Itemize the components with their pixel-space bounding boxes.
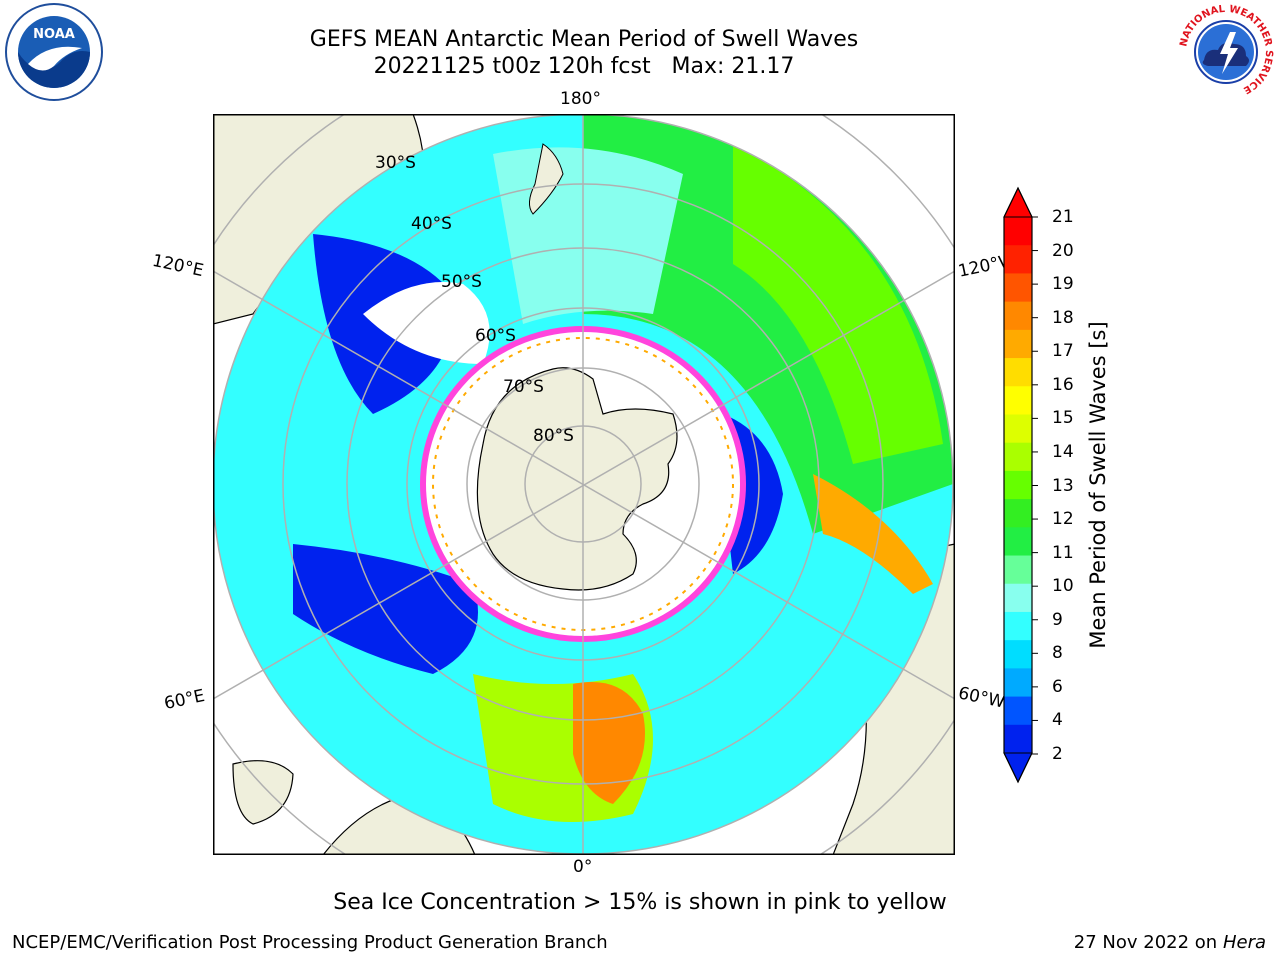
new-zealand-land — [529, 143, 564, 215]
colorbar-swatch — [1004, 386, 1032, 415]
colorbar-swatch — [1004, 668, 1032, 698]
chart-subtitle: 20221125 t00z 120h fcst Max: 21.17 — [373, 54, 795, 79]
lon-label-60e: 60°E — [162, 685, 207, 715]
colorbar-max-arrow — [1003, 186, 1033, 218]
lon-label-0: 0° — [573, 857, 593, 877]
ice-mask-west — [363, 282, 490, 364]
nws-logo: NATIONAL WEATHER SERVICE — [1178, 4, 1274, 100]
lat-label-60s: 60°S — [475, 326, 516, 346]
colorbar-swatch — [1004, 329, 1032, 359]
colorbar-swatch — [1004, 414, 1032, 444]
graticule — [213, 114, 955, 855]
colorbar-tick-label: 9 — [1052, 609, 1063, 630]
swell-zone-mint — [493, 147, 683, 324]
colorbar-swatch — [1004, 245, 1032, 274]
colorbar-tick-label: 17 — [1052, 341, 1074, 362]
colorbar — [1003, 186, 1038, 784]
colorbar-swatch — [1004, 217, 1032, 246]
chart-title: GEFS MEAN Antarctic Mean Period of Swell… — [309, 27, 859, 52]
colorbar-tick-label: 11 — [1052, 542, 1074, 563]
colorbar-tick-label: 10 — [1052, 576, 1074, 597]
colorbar-swatch — [1004, 640, 1032, 669]
lat-label-30s: 30°S — [375, 153, 416, 173]
colorbar-tick-label: 2 — [1052, 744, 1063, 764]
colorbar-title: Mean Period of Swell Waves [s] — [1086, 321, 1110, 649]
colorbar-tick-label: 6 — [1052, 676, 1063, 697]
colorbar-swatch — [1004, 358, 1032, 387]
noaa-logo: NOAA — [5, 3, 103, 101]
noaa-logo-text: NOAA — [33, 27, 75, 42]
antarctica-land — [476, 367, 678, 591]
lon-label-60w: 60°W — [956, 683, 1007, 713]
swell-zone-blue-south — [293, 544, 478, 674]
lat-label-70s: 70°S — [503, 377, 544, 397]
lat-label-50s: 50°S — [441, 272, 482, 292]
colorbar-swatch — [1004, 273, 1032, 303]
colorbar-swatch — [1004, 555, 1032, 585]
lat-label-40s: 40°S — [411, 214, 452, 234]
colorbar-swatch — [1004, 611, 1032, 641]
colorbar-swatch — [1004, 470, 1032, 500]
map-border — [213, 114, 955, 855]
colorbar-tick-label: 19 — [1052, 274, 1074, 295]
credit-branch: NCEP/EMC/Verification Post Processing Pr… — [12, 932, 608, 953]
lon-label-120e: 120°E — [150, 250, 206, 282]
colorbar-tick-label: 16 — [1052, 374, 1074, 395]
colorbar-tick-label: 14 — [1052, 441, 1074, 462]
colorbar-tick-label: 8 — [1052, 643, 1063, 664]
credit-date-text: 27 Nov 2022 on — [1073, 932, 1218, 953]
lon-label-180: 180° — [560, 89, 601, 109]
colorbar-swatch — [1004, 696, 1032, 726]
colorbar-swatch — [1004, 301, 1032, 331]
colorbar-tick-label: 20 — [1052, 240, 1074, 261]
colorbar-min-arrow — [1003, 752, 1033, 784]
colorbar-tick-label: 12 — [1052, 509, 1074, 530]
colorbar-swatch — [1004, 442, 1032, 472]
colorbar-tick-label: 18 — [1052, 307, 1074, 328]
swell-zone-orange — [573, 682, 645, 804]
credit-date: 27 Nov 2022 on Hera — [1074, 932, 1266, 953]
madagascar-land — [232, 760, 294, 825]
swell-zone-amber — [813, 474, 933, 594]
colorbar-swatch — [1004, 527, 1032, 557]
polar-map: 30°S 40°S 50°S 60°S 70°S 80°S — [213, 114, 955, 855]
colorbar-tick-label: 15 — [1052, 408, 1074, 429]
lat-label-80s: 80°S — [533, 426, 574, 446]
credit-machine: Hera — [1222, 932, 1266, 953]
sea-ice-note: Sea Ice Concentration > 15% is shown in … — [333, 890, 947, 915]
colorbar-swatch — [1004, 724, 1032, 754]
colorbar-tick-label: 21 — [1052, 207, 1074, 227]
colorbar-tick-label: 13 — [1052, 475, 1074, 496]
swell-zone-yellowgreen — [733, 144, 943, 464]
colorbar-swatch — [1004, 499, 1032, 528]
colorbar-frame — [1003, 186, 1033, 784]
colorbar-tick-label: 4 — [1052, 710, 1063, 731]
colorbar-swatch — [1004, 583, 1032, 613]
